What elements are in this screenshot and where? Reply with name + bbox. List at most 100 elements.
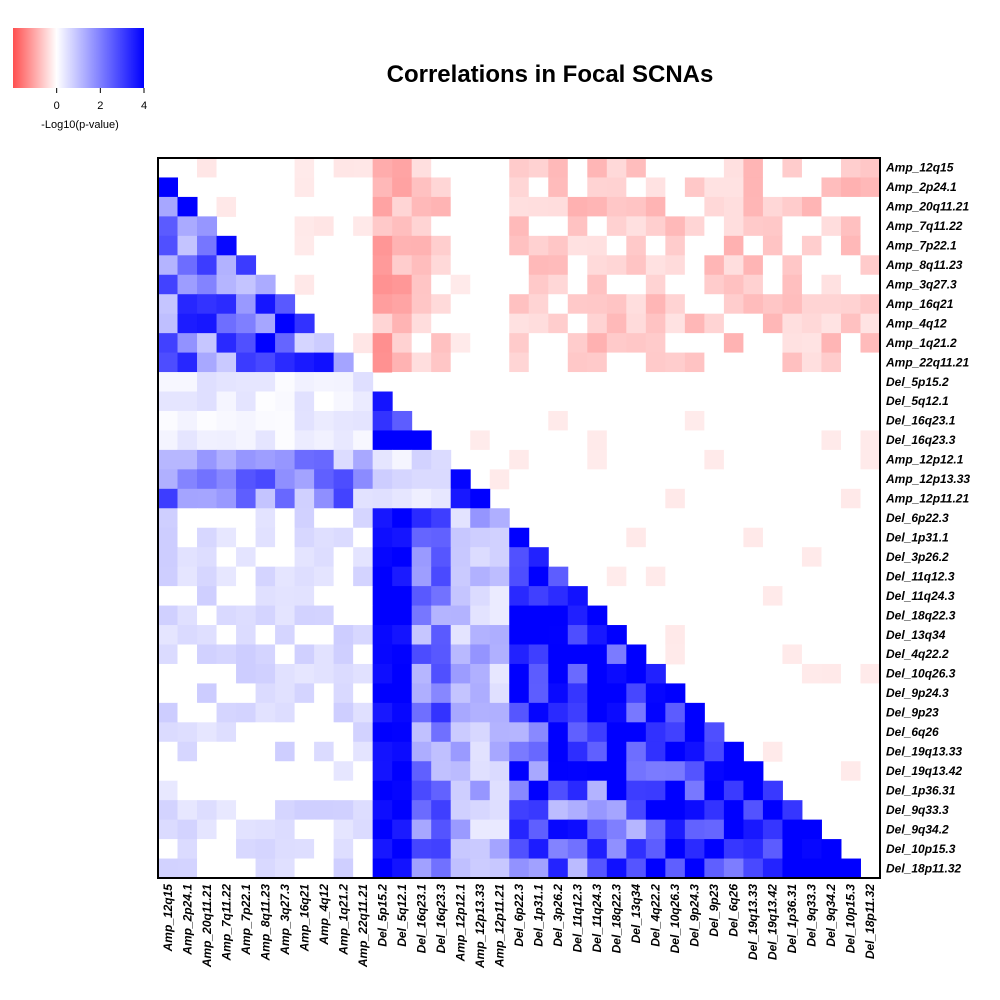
heatmap-cell xyxy=(372,255,393,276)
column-label: Del_9q33.3 xyxy=(805,884,819,947)
heatmap-cell xyxy=(801,274,822,295)
row-label: Del_1p36.31 xyxy=(886,783,956,797)
heatmap-cell xyxy=(450,430,471,451)
heatmap-cell xyxy=(353,313,374,334)
heatmap-cell xyxy=(587,741,608,762)
heatmap-cell xyxy=(197,780,218,801)
heatmap-cell xyxy=(353,625,374,645)
heatmap-cell xyxy=(489,800,510,821)
row-label: Del_19q13.33 xyxy=(886,745,962,759)
heatmap-cell xyxy=(470,702,491,723)
column-label: Del_9p23 xyxy=(707,884,721,937)
heatmap-cell xyxy=(392,839,413,860)
heatmap-cell xyxy=(782,625,803,645)
heatmap-cell xyxy=(255,158,276,178)
heatmap-cell xyxy=(333,313,354,334)
heatmap-cell xyxy=(723,741,744,762)
heatmap-cell xyxy=(294,839,315,860)
heatmap-cell xyxy=(684,488,705,509)
heatmap-cell xyxy=(158,741,179,762)
heatmap-cell xyxy=(567,352,588,373)
heatmap-cell xyxy=(626,158,647,178)
heatmap-cell xyxy=(743,683,764,704)
heatmap-cell xyxy=(801,255,822,276)
heatmap-cell xyxy=(275,780,296,801)
heatmap-cell xyxy=(743,761,764,782)
heatmap-cell xyxy=(587,488,608,509)
heatmap-cell xyxy=(762,410,783,431)
heatmap-cell xyxy=(294,255,315,276)
heatmap-cell xyxy=(528,274,549,295)
heatmap-cell xyxy=(645,158,666,178)
heatmap-cell xyxy=(255,508,276,529)
heatmap-cell xyxy=(489,644,510,665)
heatmap-cell xyxy=(645,605,666,626)
heatmap-cell xyxy=(548,216,569,237)
heatmap-cell xyxy=(392,566,413,587)
heatmap-cell xyxy=(743,449,764,470)
heatmap-cell xyxy=(723,644,744,665)
heatmap-cell xyxy=(470,527,491,548)
heatmap-cell xyxy=(255,547,276,568)
heatmap-cell xyxy=(372,605,393,626)
heatmap-cell xyxy=(860,644,881,665)
heatmap-cell xyxy=(704,839,725,860)
heatmap-cell xyxy=(333,858,354,879)
column-label: Amp_20q11.21 xyxy=(200,884,214,968)
heatmap-cell xyxy=(528,508,549,529)
heatmap-cell xyxy=(665,683,686,704)
heatmap-cell xyxy=(840,683,861,704)
heatmap-cell xyxy=(353,547,374,568)
heatmap-cell xyxy=(353,761,374,782)
heatmap-cell xyxy=(548,722,569,743)
heatmap-cell xyxy=(567,605,588,626)
heatmap-cell xyxy=(723,527,744,548)
heatmap-cell xyxy=(548,352,569,373)
heatmap-cell xyxy=(801,158,822,178)
heatmap-cell xyxy=(450,780,471,801)
heatmap-cell xyxy=(509,255,530,276)
heatmap-cell xyxy=(509,469,530,490)
heatmap-cell xyxy=(489,527,510,548)
heatmap-cell xyxy=(431,800,452,821)
heatmap-cell xyxy=(567,469,588,490)
heatmap-cell xyxy=(236,741,257,762)
heatmap-cell xyxy=(801,819,822,840)
heatmap-cell xyxy=(762,274,783,295)
heatmap-cell xyxy=(723,547,744,568)
heatmap-cell xyxy=(762,702,783,723)
heatmap-cell xyxy=(762,683,783,704)
heatmap-cell xyxy=(431,488,452,509)
heatmap-cell xyxy=(353,430,374,451)
heatmap-cell xyxy=(236,216,257,237)
heatmap-cell xyxy=(762,158,783,178)
heatmap-cell xyxy=(158,586,179,607)
heatmap-cell xyxy=(626,372,647,393)
heatmap-cell xyxy=(645,294,666,315)
heatmap-cell xyxy=(158,547,179,568)
heatmap-cell xyxy=(509,294,530,315)
heatmap-cell xyxy=(860,235,881,256)
heatmap-cell xyxy=(587,235,608,256)
heatmap-cell xyxy=(450,158,471,178)
legend-colorbar xyxy=(13,28,144,88)
heatmap-cell xyxy=(489,430,510,451)
heatmap-cell xyxy=(665,547,686,568)
heatmap-cell xyxy=(860,449,881,470)
heatmap-cell xyxy=(626,527,647,548)
heatmap-cell xyxy=(821,800,842,821)
heatmap-cell xyxy=(255,566,276,587)
heatmap-cell xyxy=(665,255,686,276)
heatmap-cell xyxy=(197,294,218,315)
heatmap-cell xyxy=(509,722,530,743)
heatmap-cell xyxy=(372,722,393,743)
heatmap-cell xyxy=(333,527,354,548)
heatmap-cell xyxy=(411,819,432,840)
heatmap-cell xyxy=(353,333,374,354)
heatmap-cell xyxy=(723,683,744,704)
heatmap-cell xyxy=(840,372,861,393)
heatmap-cell xyxy=(294,819,315,840)
heatmap-cell xyxy=(489,683,510,704)
heatmap-cell xyxy=(450,527,471,548)
heatmap-cell xyxy=(626,605,647,626)
